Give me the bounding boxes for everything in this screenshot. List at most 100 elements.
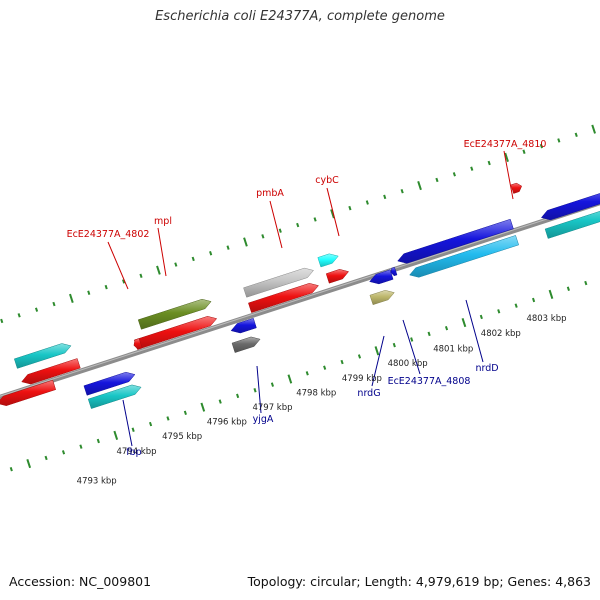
tick-top [522,149,526,154]
tick-top [296,222,300,228]
tick-bottom [392,342,396,348]
tick-top [0,318,4,324]
scale-label: 4800 kbp [388,359,428,369]
tick-bottom [26,458,32,469]
tick-top [365,200,369,205]
tick-bottom [548,289,554,299]
accession-text: Accession: NC_009801 [9,574,152,589]
tick-top [139,273,143,279]
tick-top [209,251,213,256]
tick-top [17,313,21,318]
tick-top [557,138,561,143]
tick-bottom [287,374,293,384]
tick-bottom [236,393,240,399]
label-leader [326,187,340,237]
gene-labels: EcE24377A_4810 cybC pmbA mpl EcE24377A_4802f… [67,139,547,458]
tick-top [383,194,387,200]
label-leader [402,319,421,375]
scale-label: 4799 kbp [342,374,382,384]
label-leader [371,335,385,387]
tick-bottom [200,402,206,412]
tick-bottom [532,297,536,303]
gene-feature [83,371,136,396]
tick-top [261,234,265,239]
label-leader [503,150,514,200]
gene-feature [540,193,600,221]
gene-feature [390,266,398,277]
scale-label: 4801 kbp [433,344,473,354]
tick-bottom [113,430,119,440]
gene-feature [544,210,600,239]
tick-top [574,132,578,138]
gene-feature [248,283,319,313]
tick-top [278,228,282,233]
tick-bottom [270,382,275,387]
gene-label: EcE24377A_4810 [464,139,547,150]
gene-feature [369,269,394,285]
scale-label: 4803 kbp [526,314,566,324]
gene-feature [0,379,57,406]
label-leader [465,299,484,363]
genome-stats-text: Topology: circular; Length: 4,979,619 bp… [247,574,591,589]
gene-label: cybC [315,175,339,186]
gene-features [0,182,600,409]
tick-bottom [253,388,257,393]
gene-feature [230,317,257,334]
gene-feature [21,358,81,385]
tick-bottom [566,286,570,291]
tick-bottom [61,450,66,455]
tick-top [330,209,335,219]
label-leader [256,365,262,414]
gene-feature [317,253,339,268]
tick-bottom [340,359,344,365]
genome-title: Escherichia coli E24377A, complete genom… [155,9,445,24]
label-leader [122,399,133,447]
scale-labels: 4793 kbp 4794 kbp 4795 kbp 4796 kbp 4797 kbp… [77,314,567,487]
tick-top [591,124,596,134]
tick-top [52,301,56,307]
tick-bottom [479,314,483,320]
label-leader [269,200,283,249]
gene-feature [13,343,72,369]
gene-label: EcE24377A_4802 [67,229,150,240]
tick-bottom [357,354,362,359]
tick-bottom [79,444,83,449]
gene-feature [510,182,523,194]
tick-bottom [131,427,135,432]
gene-label: yjgA [253,414,274,425]
tick-top [487,160,491,166]
tick-bottom [497,309,501,314]
tick-bottom [374,346,380,356]
gene-label: nrdG [357,388,380,399]
gene-label: pmbA [256,188,284,199]
gene-feature [137,298,212,330]
tick-bottom [444,326,449,331]
tick-top [243,237,248,247]
tick-top [104,284,108,290]
tick-bottom [44,455,48,461]
tick-bottom [323,365,327,370]
gene-feature [87,384,142,409]
tick-bottom [183,410,187,416]
tick-bottom [514,303,518,308]
gene-feature [231,336,261,353]
tick-bottom [96,438,100,444]
tick-top [34,307,39,312]
scale-label: 4797 kbp [252,403,292,413]
tick-top [539,143,543,149]
tick-bottom [9,467,13,472]
gene-label: EcE24377A_4808 [388,376,471,387]
tick-marks [0,124,596,472]
gene-label: mpl [154,216,172,227]
tick-top [191,256,195,262]
tick-top [348,205,352,211]
tick-top [69,293,74,303]
tick-top [452,172,456,177]
tick-top [417,180,422,191]
gene-feature [133,338,143,350]
tick-bottom [584,280,588,286]
gene-label: nrdD [475,363,498,374]
tick-bottom [218,399,222,404]
gene-label: fbp [126,447,141,458]
